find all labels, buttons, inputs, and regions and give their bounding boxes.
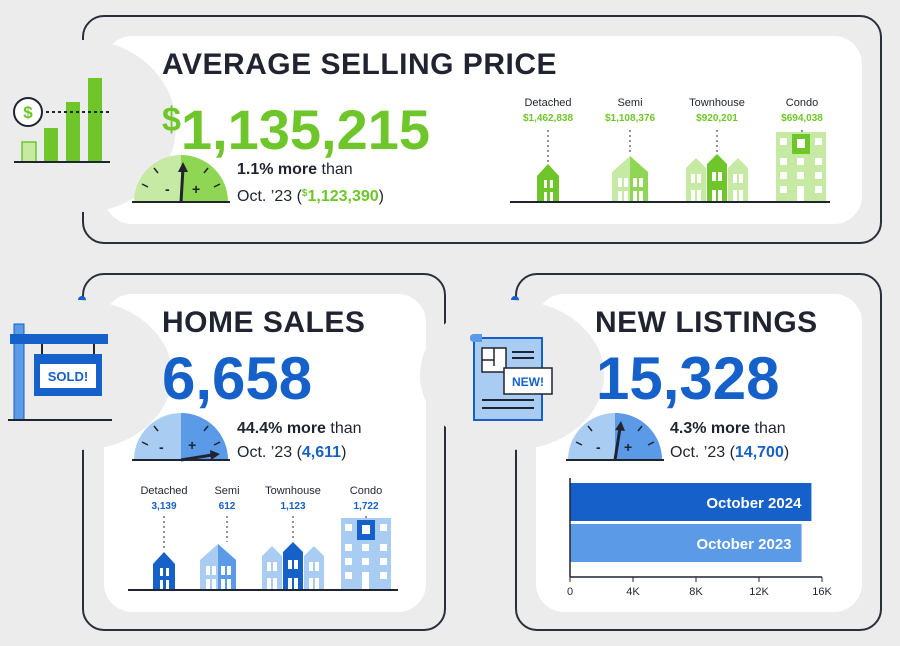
sold-sign-text: SOLD! bbox=[48, 369, 88, 384]
asp-gauge-minus: - bbox=[165, 181, 170, 197]
bar-label-october-2024: October 2024 bbox=[706, 495, 802, 512]
asp-type-value-townhouse: $920,201 bbox=[696, 113, 738, 124]
sales-type-value-townhouse: 1,123 bbox=[280, 501, 306, 512]
sales-gauge-icon: - + bbox=[132, 413, 230, 462]
asp-type-label-condo: Condo bbox=[785, 97, 819, 109]
asp-type-label-semi: Semi bbox=[617, 97, 643, 109]
sales-type-value-semi: 612 bbox=[218, 501, 236, 512]
sales-semi-house-icon bbox=[200, 544, 236, 590]
x-tick-label: 16K bbox=[812, 586, 832, 598]
asp-comparison: 1.1% more than Oct. ’23 ($1,123,390) bbox=[237, 158, 384, 209]
listings-gauge-minus: - bbox=[596, 439, 601, 455]
sales-condo-icon bbox=[341, 518, 391, 590]
condo-icon bbox=[776, 132, 826, 202]
sales-prior-label: Oct. ’23 ( bbox=[237, 444, 302, 461]
listings-title: NEW LISTINGS bbox=[595, 306, 818, 339]
asp-prior-label: Oct. ’23 ( bbox=[237, 188, 302, 205]
listings-prior-close: ) bbox=[783, 444, 790, 461]
sales-townhouse-icon bbox=[262, 542, 324, 590]
asp-type-value-semi: $1,108,376 bbox=[604, 113, 656, 124]
asp-prior-close: ) bbox=[378, 188, 384, 205]
listings-prior-value: 14,700 bbox=[734, 444, 784, 461]
dollar-icon-glyph: $ bbox=[23, 103, 33, 122]
listings-gauge-plus: + bbox=[624, 439, 632, 455]
sales-type-label-townhouse: Townhouse bbox=[265, 485, 321, 497]
asp-type-label-detached: Detached bbox=[524, 97, 572, 109]
asp-title: AVERAGE SELLING PRICE bbox=[162, 48, 557, 81]
sales-houses-illustration bbox=[128, 516, 398, 591]
x-tick-label: 12K bbox=[749, 586, 769, 598]
listings-gauge-icon: - + bbox=[566, 413, 664, 461]
sales-prior-value: 4,611 bbox=[301, 444, 342, 461]
sales-type-label-condo: Condo bbox=[349, 485, 383, 497]
sales-frame bbox=[82, 273, 446, 631]
listings-value: 15,328 bbox=[596, 345, 780, 412]
semi-house-icon bbox=[612, 156, 648, 202]
listings-frame bbox=[515, 273, 882, 631]
bar-october-2023 bbox=[570, 524, 802, 562]
x-tick-label: 0 bbox=[567, 586, 573, 598]
townhouse-icon bbox=[686, 154, 748, 202]
sales-detached-house-icon bbox=[153, 552, 175, 590]
asp-pct: 1.1% more bbox=[237, 161, 318, 178]
bar-label-october-2023: October 2023 bbox=[696, 536, 791, 553]
sales-type-value-detached: 3,139 bbox=[151, 501, 177, 512]
listings-bar-chart: October 2024 October 2023 0 4K 8K 12K 16K bbox=[567, 478, 832, 598]
new-listing-document-icon: NEW! bbox=[470, 334, 553, 421]
listings-than: than bbox=[754, 420, 786, 437]
asp-type-label-townhouse: Townhouse bbox=[689, 97, 745, 109]
asp-value-dollar: $ bbox=[162, 101, 181, 139]
asp-value: $1,135,215 bbox=[162, 88, 430, 162]
sales-comparison: 44.4% more than Oct. ’23 (4,611) bbox=[237, 417, 362, 465]
sales-type-label-detached: Detached bbox=[140, 485, 188, 497]
asp-prior-dollar: $ bbox=[301, 188, 308, 199]
sales-prior-close: ) bbox=[341, 444, 347, 461]
sales-gauge-minus: - bbox=[159, 439, 164, 455]
listings-prior-label: Oct. ’23 ( bbox=[670, 444, 735, 461]
x-tick-label: 4K bbox=[626, 586, 640, 598]
sales-type-value-condo: 1,722 bbox=[353, 501, 379, 512]
sales-pct: 44.4% more bbox=[237, 420, 326, 437]
asp-gauge-icon: - + bbox=[132, 155, 230, 203]
asp-prior-value: 1,123,390 bbox=[307, 188, 379, 205]
asp-houses-illustration bbox=[510, 130, 830, 203]
sales-value: 6,658 bbox=[162, 345, 313, 412]
sales-gauge-plus: + bbox=[188, 437, 196, 453]
detached-house-icon bbox=[537, 164, 559, 202]
bar-october-2024 bbox=[570, 483, 812, 521]
asp-type-value-condo: $694,038 bbox=[781, 113, 823, 124]
sales-title: HOME SALES bbox=[162, 306, 366, 339]
new-badge-text: NEW! bbox=[512, 375, 544, 389]
listings-comparison: 4.3% more than Oct. ’23 (14,700) bbox=[670, 417, 789, 465]
sold-sign-icon: SOLD! bbox=[8, 323, 112, 421]
asp-than: than bbox=[321, 161, 353, 178]
x-tick-label: 8K bbox=[689, 586, 703, 598]
sales-than: than bbox=[330, 420, 362, 437]
asp-value-number: 1,135,215 bbox=[180, 98, 431, 161]
asp-gauge-plus: + bbox=[192, 181, 200, 197]
dollar-bar-chart-icon: $ bbox=[13, 78, 112, 163]
asp-type-value-detached: $1,462,838 bbox=[522, 113, 574, 124]
listings-pct: 4.3% more bbox=[670, 420, 751, 437]
sales-type-label-semi: Semi bbox=[214, 485, 240, 497]
